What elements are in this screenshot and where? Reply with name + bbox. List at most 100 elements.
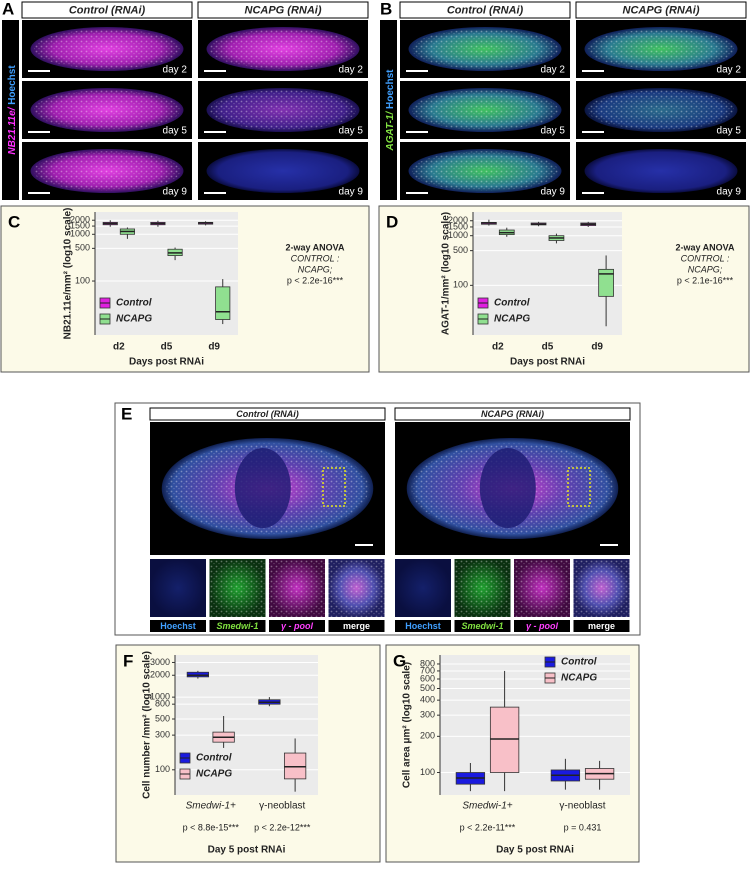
x-axis-label: Day 5 post RNAi (496, 845, 574, 856)
day-label: day 5 (541, 126, 566, 137)
y-tick-label: 100 (453, 280, 468, 290)
legend-label: NCAPG (196, 769, 232, 780)
x-tick-label: d9 (208, 342, 220, 353)
cells (411, 151, 559, 191)
x-tick-label: Smedwi-1+ (186, 801, 236, 812)
y-tick-label: 100 (155, 764, 170, 774)
column-header-box (149, 407, 386, 421)
side-label-stain: Hoechst (7, 65, 18, 108)
p-value: p < 2.2e-11*** (460, 822, 516, 832)
column-header: NCAPG (RNAi) (245, 4, 322, 16)
y-tick-label: 500 (155, 713, 170, 723)
legend-label: Control (196, 753, 232, 764)
column-header: Control (RNAi) (447, 4, 524, 16)
channel-bar (209, 620, 266, 632)
inset-texture (209, 559, 266, 617)
y-axis-label: AGAT-1/mm² (log10 scale) (441, 212, 452, 335)
column-header-box (21, 1, 193, 19)
annotation: NCAPG; (298, 264, 333, 274)
inset-texture (573, 559, 630, 617)
day-label: day 5 (163, 126, 188, 137)
day-label: day 5 (717, 126, 742, 137)
side-label-marker: NB21.11e/ (7, 106, 18, 154)
side-label: NB21.11e/ Hoechst (7, 65, 18, 155)
p-value: p < 8.8e-15*** (183, 822, 240, 832)
cells (587, 90, 735, 130)
box (598, 268, 614, 297)
plot-area (473, 212, 622, 335)
channel-label: Smedwi-1 (461, 621, 503, 631)
side-bar (380, 20, 397, 200)
panel-label: F (123, 651, 133, 670)
y-tick-label: 2000 (448, 215, 468, 225)
inset-box (567, 467, 591, 507)
worm (206, 148, 360, 194)
panel-label: C (8, 212, 20, 231)
panel-label: A (2, 0, 14, 18)
inset-texture (454, 559, 511, 617)
y-tick-label: 3000 (150, 657, 170, 667)
x-tick-label: γ-neoblast (259, 801, 305, 812)
box (489, 706, 520, 773)
panel-label: D (386, 212, 398, 231)
legend-label: NCAPG (116, 314, 152, 325)
legend-label: NCAPG (561, 673, 597, 684)
legend-label: Control (561, 657, 597, 668)
x-axis-label: Day 5 post RNAi (208, 845, 286, 856)
channel-bar (395, 620, 451, 632)
channel-bar (514, 620, 570, 632)
x-axis-label: Days post RNAi (510, 357, 585, 368)
panel-label: B (380, 0, 392, 18)
y-tick-label: 600 (420, 673, 435, 683)
x-axis-label: Days post RNAi (129, 357, 204, 368)
x-tick-label: γ-neoblast (559, 801, 605, 812)
y-tick-label: 1000 (150, 692, 170, 702)
y-axis-label: Cell area μm² (log10 scale) (402, 662, 413, 788)
day-label: day 9 (163, 187, 188, 198)
inset-texture (328, 559, 385, 617)
channel-bar (328, 620, 385, 632)
legend-label: NCAPG (494, 314, 530, 325)
y-axis-label: Cell number /mm² (log10 scale) (142, 651, 153, 799)
y-tick-label: 100 (420, 767, 435, 777)
annotation: 2-way ANOVA (285, 242, 345, 252)
panel-label: G (393, 651, 406, 670)
x-tick-label: Smedwi-1+ (462, 801, 512, 812)
cells (587, 29, 735, 69)
annotation: 2-way ANOVA (675, 242, 735, 252)
channel-label: Smedwi-1 (216, 621, 258, 631)
x-tick-label: d5 (542, 342, 554, 353)
y-tick-label: 400 (420, 695, 435, 705)
inset-texture (514, 559, 570, 617)
y-tick-label: 2000 (70, 215, 90, 225)
side-label-stain: Hoechst (385, 69, 396, 112)
channel-label: Hoechst (405, 621, 441, 631)
y-tick-label: 2000 (150, 670, 170, 680)
cells (33, 90, 181, 130)
channel-label: merge (588, 621, 615, 631)
y-tick-label: 300 (155, 730, 170, 740)
column-header-box (394, 407, 631, 421)
side-bar (2, 20, 19, 200)
day-label: day 2 (163, 65, 188, 76)
annotation: NCAPG; (688, 264, 723, 274)
channel-bar (454, 620, 511, 632)
y-tick-label: 1000 (70, 229, 90, 239)
day-label: day 2 (717, 65, 742, 76)
day-label: day 2 (541, 65, 566, 76)
annotation: CONTROL : (291, 253, 340, 263)
y-tick-label: 500 (453, 245, 468, 255)
y-tick-label: 1500 (448, 221, 468, 231)
channel-bar (573, 620, 630, 632)
cells (411, 90, 559, 130)
cells (33, 29, 181, 69)
day-label: day 9 (717, 187, 742, 198)
y-tick-label: 500 (420, 683, 435, 693)
legend-label: Control (494, 298, 530, 309)
x-tick-label: d2 (492, 342, 504, 353)
y-tick-label: 1500 (70, 220, 90, 230)
channel-label: γ - pool (281, 621, 313, 631)
plot-area (95, 212, 238, 335)
side-label: AGAT-1/ Hoechst (385, 69, 396, 152)
day-label: day 5 (339, 126, 364, 137)
